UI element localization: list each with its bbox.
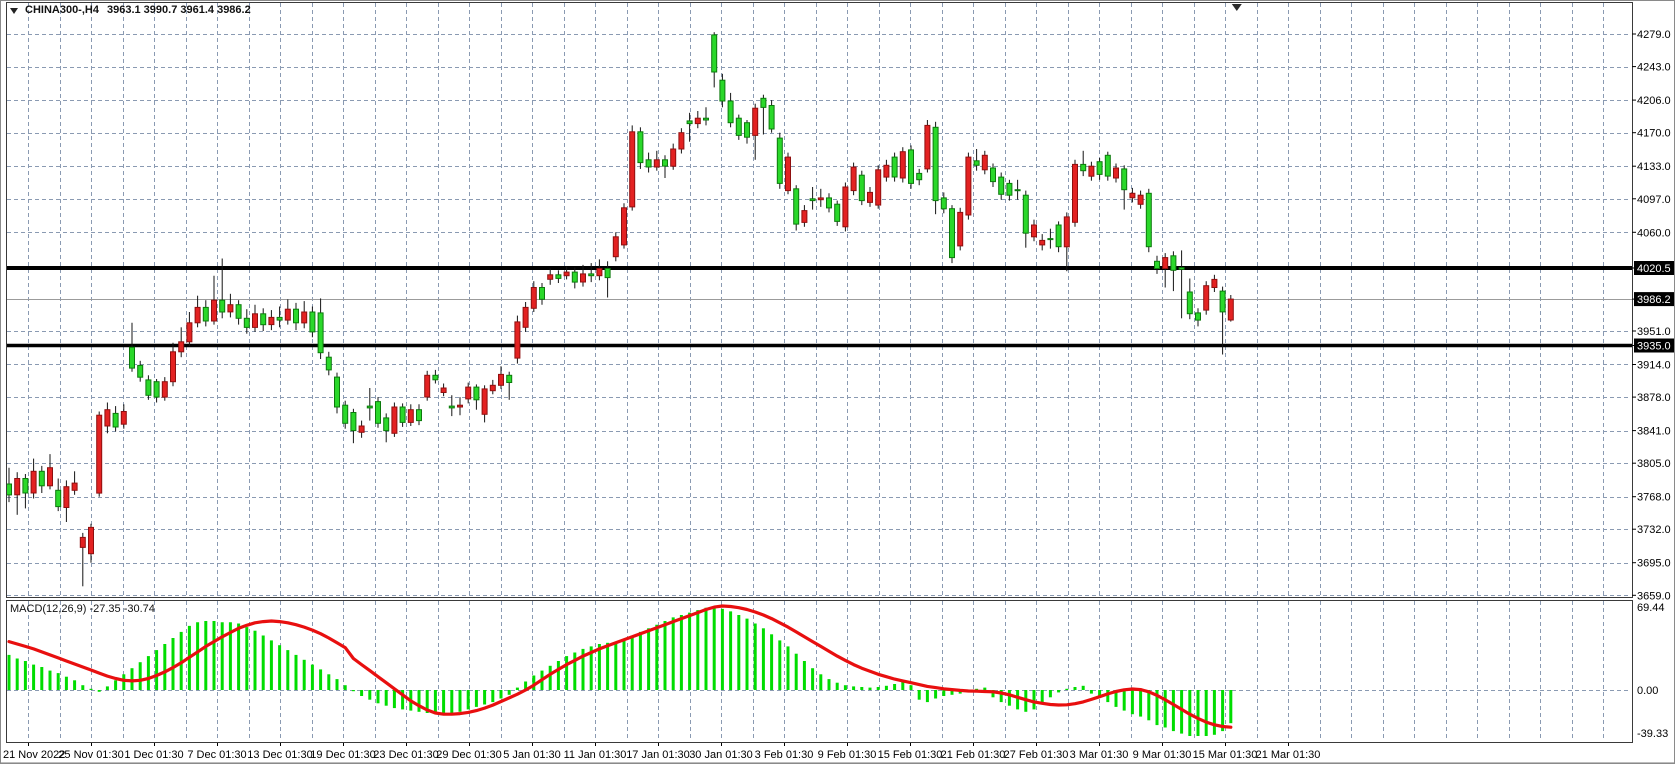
time-axis-label: 3 Mar 01:30 xyxy=(1070,749,1129,761)
time-axis-label: 23 Dec 01:30 xyxy=(373,749,438,761)
time-axis-label: 17 Jan 01:30 xyxy=(626,749,690,761)
price-axis-label-highlight: 3935.0 xyxy=(1637,341,1671,353)
time-axis-label: 21 Nov 2022 xyxy=(3,749,65,761)
time-axis-label: 1 Dec 01:30 xyxy=(124,749,183,761)
time-axis-label: 21 Mar 01:30 xyxy=(1256,749,1321,761)
price-axis-label-highlight: 3986.2 xyxy=(1637,294,1671,306)
time-axis-label: 9 Mar 01:30 xyxy=(1133,749,1192,761)
time-axis-label: 5 Jan 01:30 xyxy=(503,749,561,761)
price-axis-label: 3805.0 xyxy=(1637,458,1671,470)
price-axis-label: 3951.0 xyxy=(1637,326,1671,338)
chart-shift-marker-icon[interactable] xyxy=(1231,4,1242,11)
price-axis-label: 4133.0 xyxy=(1637,161,1671,173)
main-plot-frame xyxy=(6,2,1633,598)
price-axis-label: 4243.0 xyxy=(1637,62,1671,74)
time-axis-label: 11 Jan 01:30 xyxy=(564,749,627,761)
horizontal-gridlines xyxy=(7,34,1631,691)
chart-ohlc-values: 3963.1 3990.7 3961.4 3986.2 xyxy=(106,4,251,16)
time-axis-label: 15 Mar 01:30 xyxy=(1193,749,1258,761)
price-axis-label: 3878.0 xyxy=(1637,392,1671,404)
price-axis-label: 4279.0 xyxy=(1637,29,1671,41)
macd-signal-line xyxy=(7,604,1233,729)
macd-pane-frame xyxy=(6,600,1633,743)
chart-title-bar: CHINA300-,H4 3963.1 3990.7 3961.4 3986.2 xyxy=(8,3,251,17)
price-axis-label-highlight: 4020.5 xyxy=(1637,263,1671,275)
time-axis-label: 19 Dec 01:30 xyxy=(310,749,375,761)
macd-axis-label: 0.00 xyxy=(1637,685,1658,697)
price-axis-label: 3914.0 xyxy=(1637,360,1671,372)
time-axis-label: 9 Feb 01:30 xyxy=(818,749,877,761)
symbol-dropdown-icon[interactable] xyxy=(10,7,18,14)
macd-indicator-label: MACD(12,26,9) -27.35 -30.74 xyxy=(10,603,155,615)
price-axis-label: 3732.0 xyxy=(1637,524,1671,536)
time-axis-label: 7 Dec 01:30 xyxy=(187,749,246,761)
price-axis[interactable]: 4279.0 4243.0 4206.0 4170.0 4133.0 4097.0 4060… xyxy=(1632,29,1675,740)
price-axis-label: 4206.0 xyxy=(1637,95,1671,107)
price-axis-label: 3768.0 xyxy=(1637,492,1671,504)
time-axis-label: 30 Jan 01:30 xyxy=(689,749,753,761)
chart-symbol-period: CHINA300-,H4 xyxy=(25,4,99,16)
candlestick-series xyxy=(6,32,1234,587)
time-axis-label: 21 Feb 01:30 xyxy=(941,749,1006,761)
price-axis-label: 3659.0 xyxy=(1637,590,1671,602)
price-axis-label: 4097.0 xyxy=(1637,194,1671,206)
time-axis-label: 29 Dec 01:30 xyxy=(436,749,501,761)
price-axis-label: 4060.0 xyxy=(1637,227,1671,239)
price-axis-label: 3695.0 xyxy=(1637,558,1671,570)
time-axis-label: 13 Dec 01:30 xyxy=(247,749,312,761)
time-axis-label: 27 Feb 01:30 xyxy=(1004,749,1069,761)
price-axis-label: 4170.0 xyxy=(1637,128,1671,140)
macd-axis-label: 69.44 xyxy=(1637,602,1665,614)
time-axis-label: 15 Feb 01:30 xyxy=(878,749,943,761)
time-axis-label: 3 Feb 01:30 xyxy=(755,749,814,761)
price-axis-label: 3841.0 xyxy=(1637,426,1671,438)
macd-axis-label: -39.33 xyxy=(1637,728,1668,740)
time-axis-label: 25 Nov 01:30 xyxy=(58,749,123,761)
